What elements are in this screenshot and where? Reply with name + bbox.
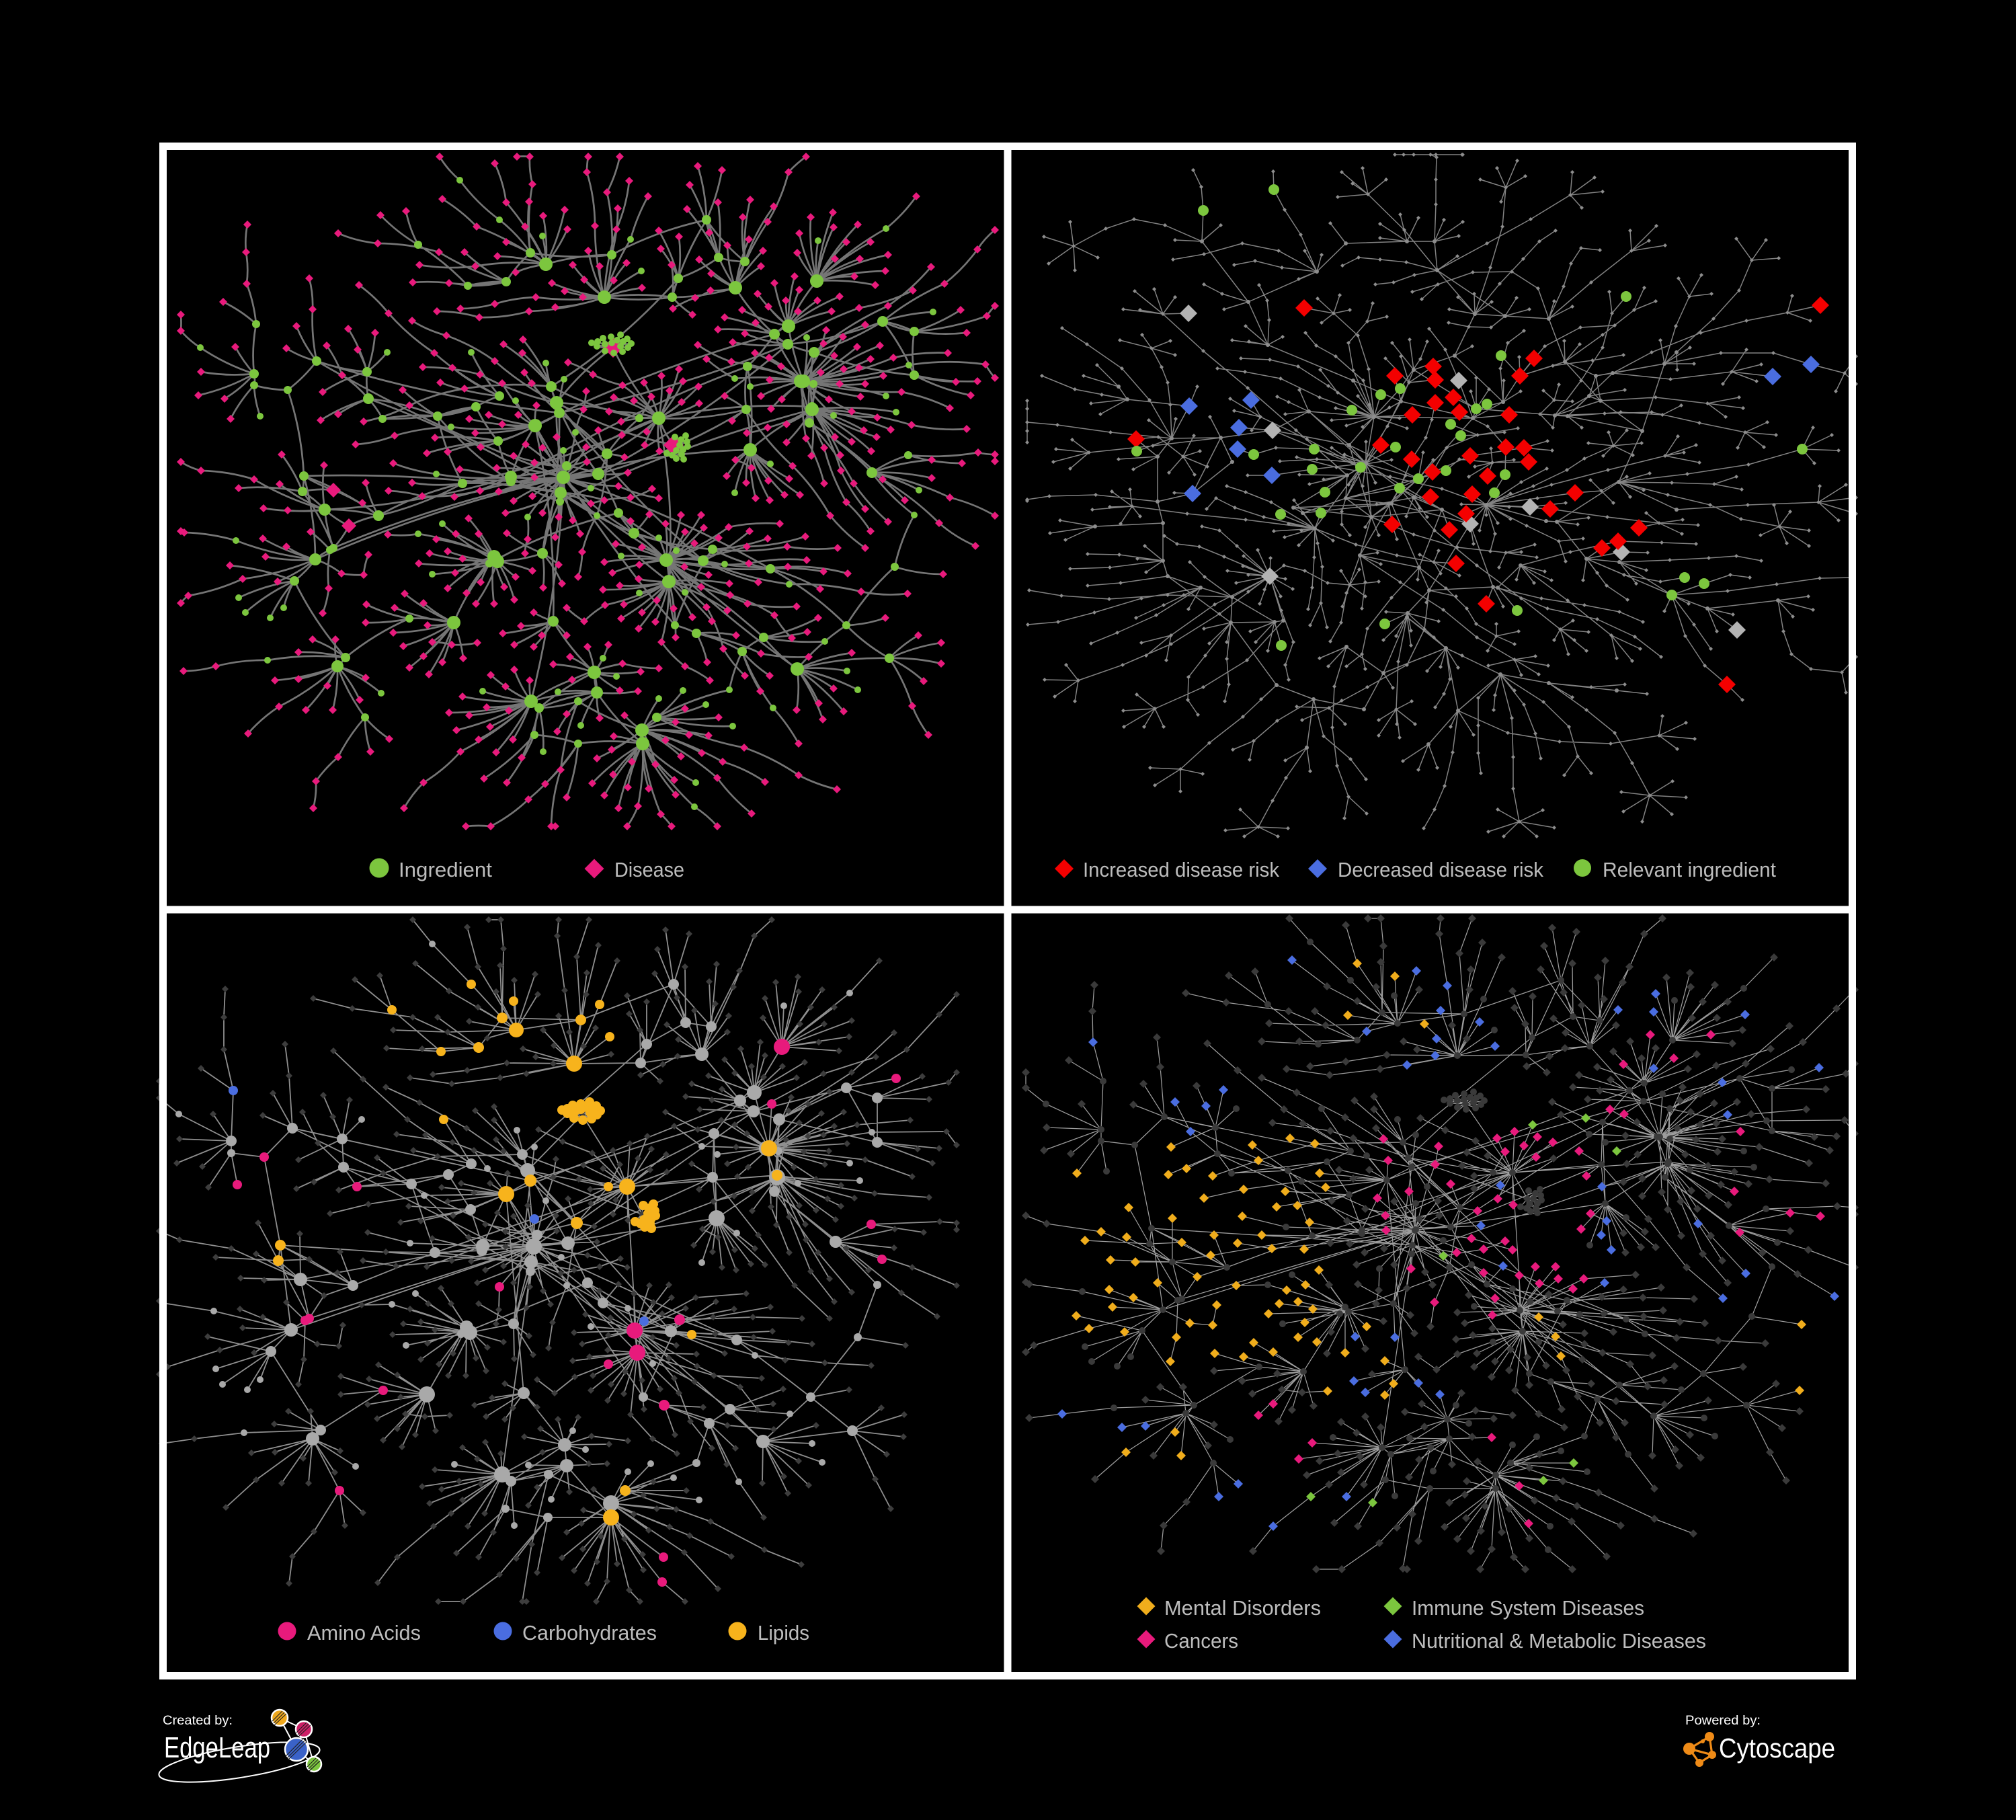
svg-text:Immune System Diseases: Immune System Diseases (1412, 1596, 1644, 1620)
svg-text:Ingredient: Ingredient (399, 858, 492, 881)
svg-text:Amino Acids: Amino Acids (307, 1621, 421, 1645)
svg-text:Cytoscape: Cytoscape (1719, 1733, 1835, 1764)
svg-text:Created by:: Created by: (163, 1714, 233, 1728)
svg-text:Disease: Disease (614, 858, 684, 881)
svg-text:Lipids: Lipids (758, 1621, 809, 1645)
svg-text:Carbohydrates: Carbohydrates (522, 1621, 657, 1645)
svg-text:Relevant ingredient: Relevant ingredient (1603, 858, 1776, 881)
svg-text:Increased disease risk: Increased disease risk (1083, 858, 1279, 881)
svg-text:Nutritional & Metabolic Diseas: Nutritional & Metabolic Diseases (1412, 1629, 1706, 1653)
svg-text:Powered by:: Powered by: (1685, 1714, 1761, 1728)
svg-text:Mental Disorders: Mental Disorders (1164, 1596, 1321, 1620)
svg-text:Cancers: Cancers (1164, 1629, 1238, 1653)
svg-text:EdgeLeap: EdgeLeap (164, 1731, 270, 1764)
svg-text:Decreased disease risk: Decreased disease risk (1338, 858, 1543, 881)
